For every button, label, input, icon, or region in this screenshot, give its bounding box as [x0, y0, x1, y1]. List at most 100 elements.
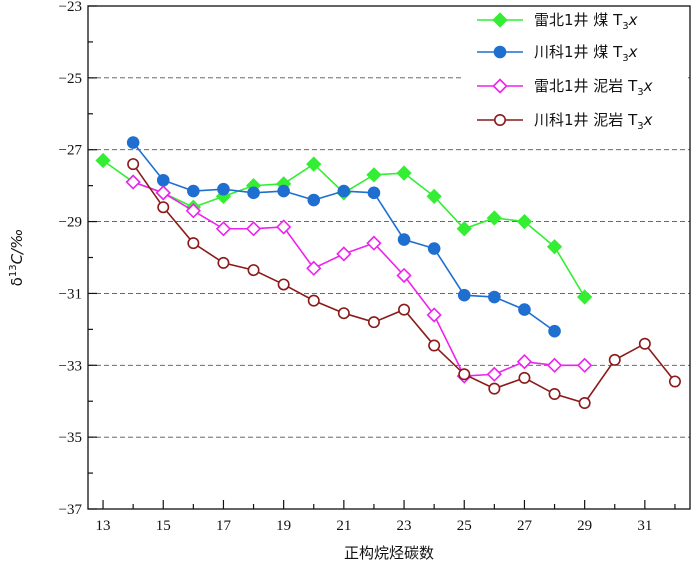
data-point	[247, 186, 260, 200]
data-point	[638, 337, 651, 350]
data-point	[306, 260, 322, 276]
series-2	[126, 136, 561, 338]
data-point	[486, 366, 502, 382]
x-tick-label: 19	[276, 518, 291, 534]
data-point	[608, 353, 621, 366]
data-point	[548, 324, 561, 338]
data-point	[457, 288, 471, 302]
data-point	[127, 158, 140, 171]
series-line	[132, 142, 556, 332]
y-tick-label: −37	[59, 502, 83, 518]
data-point	[155, 185, 171, 201]
data-point	[307, 193, 321, 207]
data-point	[187, 184, 200, 198]
data-point	[456, 221, 472, 237]
data-point	[577, 289, 593, 305]
data-point	[668, 375, 681, 388]
data-point	[516, 354, 533, 370]
x-axis-title: 正构烷烃碳数	[344, 544, 434, 562]
y-tick-label: −23	[59, 0, 82, 15]
data-point	[337, 184, 351, 198]
x-tick-label: 25	[457, 518, 472, 534]
legend-marker	[492, 12, 508, 28]
data-point	[157, 201, 170, 214]
data-point	[546, 239, 563, 255]
x-tick-label: 13	[96, 518, 111, 534]
data-point	[427, 242, 441, 255]
data-point	[245, 221, 262, 237]
data-point	[577, 357, 593, 373]
data-point	[95, 152, 111, 169]
data-point	[185, 203, 201, 219]
series-line	[102, 159, 586, 298]
data-point	[366, 235, 382, 251]
x-tick-label: 23	[397, 518, 412, 534]
data-point	[396, 165, 412, 181]
data-point	[187, 237, 200, 250]
data-point	[215, 221, 232, 237]
data-point	[217, 182, 230, 196]
legend-label: 川科1井 煤 T3x	[534, 43, 638, 64]
y-tick-label: −35	[59, 430, 82, 446]
legend-label: 川科1井 泥岩 T3x	[534, 111, 653, 132]
data-point	[307, 294, 320, 307]
data-point	[277, 278, 290, 291]
y-tick-label: −31	[59, 286, 82, 302]
data-point	[516, 213, 533, 230]
y-axis-title: δ13C/‰	[8, 229, 26, 287]
legend-label: 雷北1井 泥岩 T3x	[534, 77, 653, 98]
data-point	[578, 397, 591, 410]
data-point	[458, 368, 471, 381]
legend: 雷北1井 煤 T3x 川科1井 煤 T3x 雷北1井 泥岩 T3x 川科1井 泥岩 T…	[462, 8, 688, 146]
data-point	[397, 233, 411, 246]
data-point	[398, 303, 411, 316]
data-point	[217, 256, 230, 269]
data-point	[306, 156, 322, 172]
x-tick-label: 27	[517, 518, 533, 534]
legend-label: 雷北1井 煤 T3x	[534, 11, 638, 32]
y-tick-label: −25	[59, 71, 82, 87]
x-tick-label: 29	[577, 518, 592, 534]
data-point	[546, 357, 563, 373]
y-tick-label: −27	[59, 143, 83, 159]
data-point	[518, 371, 531, 384]
data-point	[367, 316, 380, 329]
x-tick-label: 31	[637, 518, 652, 534]
data-point	[518, 303, 531, 316]
series-layer	[95, 136, 681, 410]
data-point	[125, 174, 141, 190]
x-tick-label: 15	[156, 518, 171, 534]
data-point	[247, 264, 260, 277]
data-point	[337, 307, 350, 320]
data-point	[277, 184, 290, 198]
legend-marker	[493, 45, 507, 59]
data-point	[488, 290, 501, 304]
legend-marker	[493, 114, 506, 127]
data-point	[426, 307, 442, 323]
data-point	[367, 186, 381, 200]
data-point	[428, 339, 441, 352]
legend-marker	[492, 78, 508, 94]
data-point	[396, 267, 412, 284]
y-tick-label: −33	[59, 358, 82, 374]
data-point	[488, 382, 501, 395]
data-point	[276, 219, 292, 235]
data-point	[426, 188, 442, 205]
data-point	[336, 246, 352, 262]
x-tick-label: 17	[216, 518, 232, 534]
data-point	[126, 136, 140, 149]
series-line	[132, 181, 585, 377]
series-4	[127, 158, 681, 410]
axis-ticks: −23 −25 −27 −29 −31 −33 −35 −37 13 15 17 19 21 23 25 27…	[59, 0, 676, 534]
x-tick-label: 21	[336, 518, 351, 534]
data-point	[548, 388, 561, 401]
svg-text:δ13C/‰: δ13C/‰	[8, 229, 26, 287]
data-point	[486, 210, 502, 226]
grid	[88, 77, 690, 438]
series-1	[95, 152, 593, 305]
data-point	[156, 173, 170, 187]
series-3	[125, 174, 593, 384]
y-tick-label: −29	[59, 215, 82, 231]
